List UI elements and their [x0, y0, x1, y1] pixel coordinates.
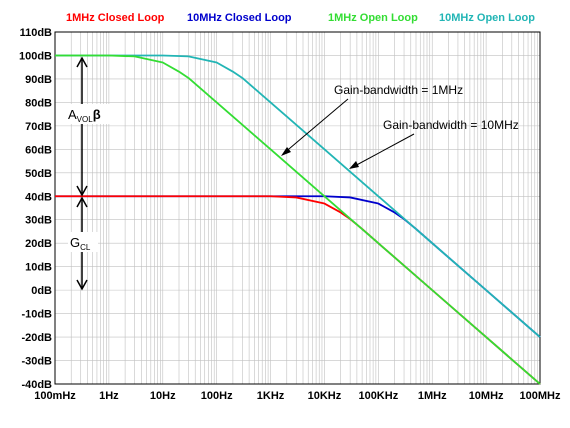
y-tick-label: 30dB [25, 215, 52, 227]
arrowhead-gbw-1mhz [281, 147, 291, 156]
y-tick-label: 90dB [25, 74, 52, 86]
y-tick-label: 40dB [25, 191, 52, 203]
x-tick-label: 1KHz [257, 390, 285, 402]
y-tick-label: 60dB [25, 144, 52, 156]
annotation-layer: Gain-bandwidth = 1MHz Gain-bandwidth = 1… [66, 56, 519, 291]
y-tick-label: 100dB [19, 50, 52, 62]
y-tick-label: 10dB [25, 262, 52, 274]
grid-layer [55, 32, 540, 384]
plot-frame [54, 31, 541, 385]
legend-item-1mhz-closed-loop: 1MHz Closed Loop [66, 12, 165, 24]
tick-label-layer: 110dB 100dB 90dB 80dB 70dB 60dB 50dB 40dB 30dB 20… [19, 27, 561, 402]
avol-beta-label: AVOLβ [68, 107, 101, 124]
gcl-arrowhead-bottom [76, 279, 88, 291]
y-tick-label: -10dB [21, 309, 52, 321]
avol-arrowhead-bottom [76, 185, 88, 197]
legend-item-10mhz-open-loop: 10MHz Open Loop [439, 12, 535, 24]
arrowhead-gbw-10mhz [349, 161, 359, 169]
y-tick-label: -40dB [21, 379, 52, 391]
annotation-gbw-1mhz: Gain-bandwidth = 1MHz [334, 83, 463, 97]
x-tick-label: 1MHz [418, 390, 447, 402]
y-tick-label: -30dB [21, 356, 52, 368]
arrow-gbw-1mhz [282, 98, 349, 155]
x-tick-label: 100MHz [520, 390, 561, 402]
x-tick-label: 100Hz [201, 390, 233, 402]
y-tick-label: 110dB [20, 27, 52, 39]
y-tick-label: 70dB [25, 121, 52, 133]
legend-item-1mhz-open-loop: 1MHz Open Loop [328, 12, 418, 24]
x-tick-label: 10Hz [150, 390, 176, 402]
x-tick-label: 100mHz [34, 390, 76, 402]
y-tick-label: 80dB [25, 97, 52, 109]
y-tick-label: 50dB [25, 168, 52, 180]
arrow-gbw-10mhz [350, 133, 415, 169]
x-tick-label: 1Hz [99, 390, 119, 402]
annotation-gbw-10mhz: Gain-bandwidth = 10MHz [383, 118, 519, 132]
y-tick-label: -20dB [21, 332, 52, 344]
y-tick-label: 0dB [31, 285, 52, 297]
gcl-label: GCL [70, 235, 91, 252]
x-tick-label: 100KHz [358, 390, 398, 402]
gcl-arrowhead-top [76, 196, 88, 208]
legend-item-10mhz-closed-loop: 10MHz Closed Loop [187, 12, 292, 24]
legend: 1MHz Closed Loop 10MHz Closed Loop 1MHz Op… [66, 12, 535, 24]
avol-arrowhead-top [76, 56, 88, 68]
x-tick-label: 10KHz [308, 390, 342, 402]
series-line-1mhz-open-loop [55, 54, 541, 385]
y-tick-label: 20dB [25, 238, 52, 250]
series-layer [55, 54, 541, 385]
x-tick-label: 10MHz [469, 390, 504, 402]
series-line-10mhz-open-loop [55, 54, 541, 338]
